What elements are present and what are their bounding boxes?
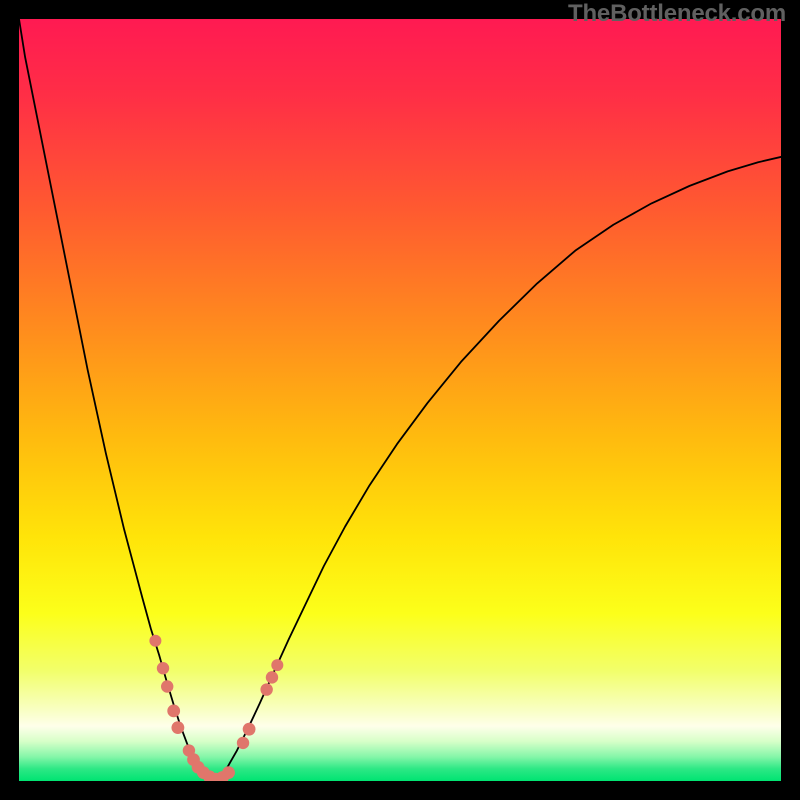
watermark-text: TheBottleneck.com [568,0,786,28]
gradient-background [19,19,781,781]
chart-stage: TheBottleneck.com [0,0,800,800]
plot-frame [19,19,781,781]
